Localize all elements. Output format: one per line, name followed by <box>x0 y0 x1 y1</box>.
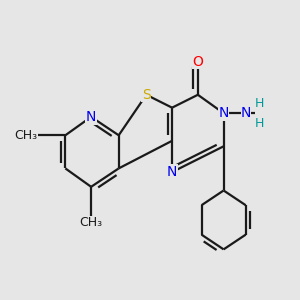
Text: S: S <box>142 88 151 102</box>
Text: CH₃: CH₃ <box>15 129 38 142</box>
Text: CH₃: CH₃ <box>80 216 103 229</box>
Text: H: H <box>255 117 264 130</box>
Text: N: N <box>241 106 251 120</box>
Text: N: N <box>86 110 96 124</box>
Text: O: O <box>192 55 203 69</box>
Text: N: N <box>218 106 229 120</box>
Text: H: H <box>255 97 264 110</box>
Text: N: N <box>167 165 177 179</box>
